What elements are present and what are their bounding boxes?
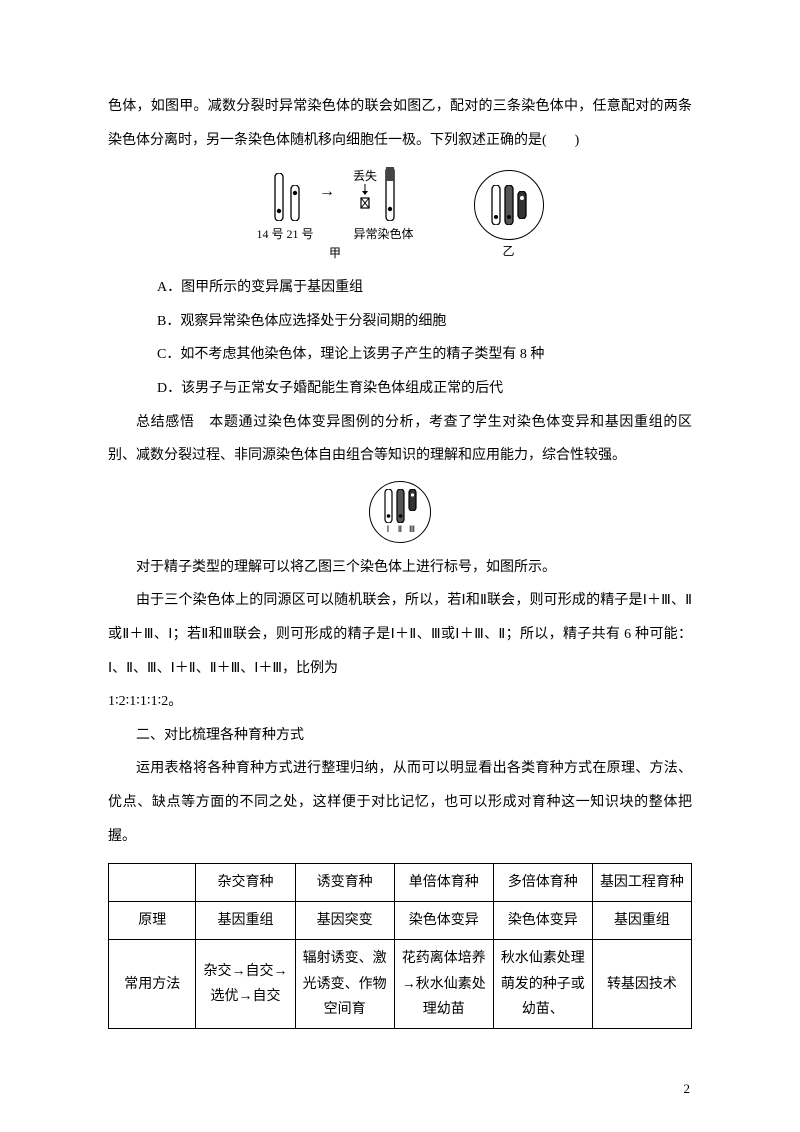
label-abnormal: 异常染色体: [354, 225, 414, 242]
option-b: B．观察异常染色体应选择处于分裂间期的细胞: [108, 305, 692, 339]
table-header-cell: 诱变育种: [295, 864, 394, 902]
figure-jia-yi: → 丢失 14 号 21 号 异常染色体 甲 乙: [108, 167, 692, 261]
option-d: D．该男子与正常女子婚配能生育染色体组成正常的后代: [108, 372, 692, 406]
section-heading: 二、对比梳理各种育种方式: [108, 719, 692, 753]
figure-yi: 乙: [474, 170, 544, 259]
table-header-cell: [109, 864, 196, 902]
arrow-icon: →: [319, 183, 335, 201]
explain-1: 对于精子类型的理解可以将乙图三个染色体上进行标号，如图所示。: [108, 551, 692, 585]
label-14-21: 14 号 21 号: [256, 225, 313, 242]
table-header-cell: 单倍体育种: [394, 864, 493, 902]
table-cell: 基因重组: [196, 902, 295, 940]
explain-2: 由于三个染色体上的同源区可以随机联会，所以，若Ⅰ和Ⅱ联会，则可形成的精子是Ⅰ＋Ⅲ…: [108, 584, 692, 685]
option-a: A．图甲所示的变异属于基因重组: [108, 271, 692, 305]
roman-three: Ⅲ: [409, 524, 415, 535]
page-number: 2: [684, 1081, 691, 1097]
table-cell: 染色体变异: [493, 902, 592, 940]
table-header-cell: 基因工程育种: [592, 864, 691, 902]
figure-labeled-circle: Ⅰ Ⅱ Ⅲ: [108, 481, 692, 543]
label-jia: 甲: [329, 244, 341, 261]
loss-label: 丢失: [353, 167, 377, 184]
table-cell: 原理: [109, 902, 196, 940]
table-cell: 转基因技术: [592, 940, 691, 1029]
table-header-cell: 杂交育种: [196, 864, 295, 902]
roman-two: Ⅱ: [398, 524, 402, 535]
explain-3: 1∶2∶1∶1∶1∶2。: [108, 685, 692, 719]
section-intro: 运用表格将各种育种方式进行整理归纳，从而可以明显看出各类育种方式在原理、方法、优…: [108, 752, 692, 853]
table-cell: 杂交→自交→选优→自交: [196, 940, 295, 1029]
label-yi: 乙: [503, 242, 515, 259]
table-cell: 基因突变: [295, 902, 394, 940]
table-cell: 花药离体培养→秋水仙素处理幼苗: [394, 940, 493, 1029]
roman-one: Ⅰ: [387, 524, 390, 535]
table-cell: 基因重组: [592, 902, 691, 940]
option-c: C．如不考虑其他染色体，理论上该男子产生的精子类型有 8 种: [108, 338, 692, 372]
table-cell: 染色体变异: [394, 902, 493, 940]
breeding-table: 杂交育种诱变育种单倍体育种多倍体育种基因工程育种原理基因重组基因突变染色体变异染…: [108, 863, 692, 1029]
summary-paragraph: 总结感悟 本题通过染色体变异图例的分析，考查了学生对染色体变异和基因重组的区别、…: [108, 406, 692, 473]
table-cell: 秋水仙素处理萌发的种子或幼苗、: [493, 940, 592, 1029]
table-cell: 辐射诱变、激光诱变、作物空间育: [295, 940, 394, 1029]
table-cell: 常用方法: [109, 940, 196, 1029]
figure-jia: → 丢失 14 号 21 号 异常染色体 甲: [256, 167, 413, 261]
table-header-cell: 多倍体育种: [493, 864, 592, 902]
intro-paragraph: 色体，如图甲。减数分裂时异常染色体的联会如图乙，配对的三条染色体中，任意配对的两…: [108, 90, 692, 157]
